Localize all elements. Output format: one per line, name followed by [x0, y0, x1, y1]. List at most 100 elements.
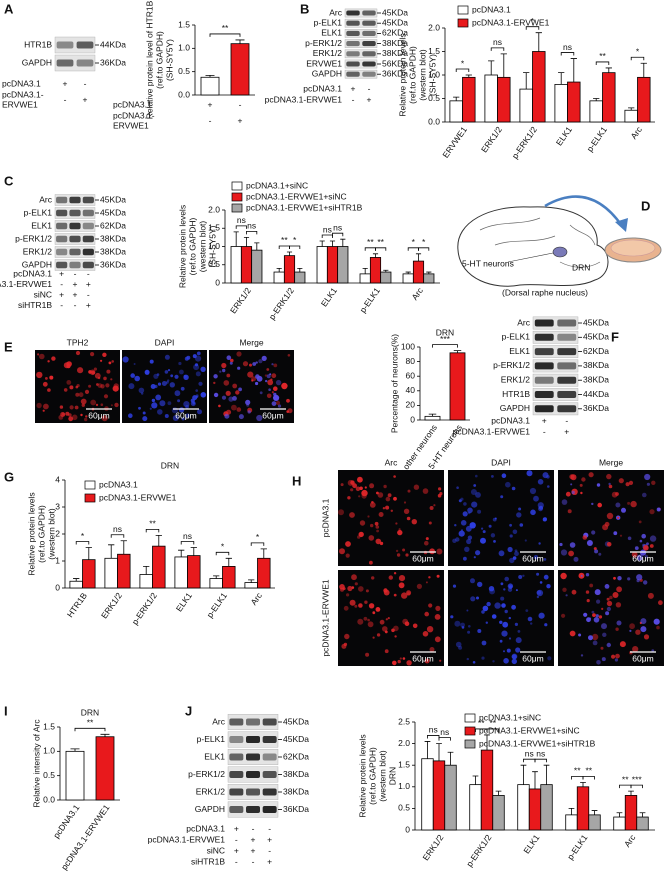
y-axis-label: (SH-SY5Y) — [164, 39, 174, 81]
blot-band — [56, 196, 68, 204]
legend-label: pcDNA3.1 — [99, 479, 138, 489]
significance-bracket — [595, 61, 610, 65]
band-name: ELK1 — [204, 751, 225, 761]
cell — [515, 637, 522, 644]
cell — [213, 381, 216, 385]
cell — [266, 374, 271, 379]
blot-band — [346, 41, 360, 47]
scale-label: 60μm — [175, 410, 196, 420]
legend-label: pcDNA3.1-ERVWE1+siNC — [246, 191, 347, 201]
blot-band — [362, 61, 376, 67]
cell — [452, 584, 457, 588]
cell — [69, 405, 74, 410]
column-title: DAPI — [491, 457, 511, 467]
cell — [138, 387, 145, 394]
band-name: HTR1B — [24, 39, 52, 49]
error-bar — [372, 253, 379, 258]
bar — [469, 784, 482, 831]
condition-label: pcDNA3.1-ERVWE1 — [453, 426, 531, 436]
cell — [96, 383, 99, 386]
cell — [95, 403, 99, 407]
y-tick-label: 100 — [401, 341, 415, 351]
blot-band — [346, 30, 360, 36]
band-size: 45KDa — [583, 332, 609, 342]
bar — [636, 816, 649, 831]
y-tick-label: 0.5 — [178, 66, 190, 76]
diagram-label: DRN — [572, 262, 590, 272]
error-bar — [260, 548, 267, 559]
scale-label: 60μm — [88, 410, 109, 420]
cell — [616, 620, 622, 626]
cell — [229, 361, 233, 365]
cell — [255, 361, 258, 364]
cell — [606, 597, 610, 601]
blot-band — [557, 348, 577, 356]
cell — [352, 483, 357, 489]
row-label: pcDNA3.1 — [320, 498, 330, 537]
cell — [59, 405, 64, 409]
significance-bracket — [250, 542, 265, 546]
cell — [460, 529, 464, 532]
y-tick-label: 0.0 — [178, 89, 190, 99]
condition-sign: - — [74, 300, 77, 310]
cell — [567, 509, 572, 514]
significance-label: ns — [247, 221, 256, 231]
panel-letter: F — [611, 329, 619, 344]
condition-sign: + — [267, 834, 272, 844]
error-bar — [100, 733, 110, 737]
error-bar — [495, 790, 502, 796]
cell — [639, 539, 643, 543]
y-tick-label: 0 — [405, 824, 410, 834]
cell — [475, 550, 481, 556]
cell — [619, 534, 623, 537]
band-name: GAPDH — [22, 259, 52, 269]
cell — [359, 520, 366, 526]
cell — [372, 636, 375, 639]
cell — [351, 574, 357, 581]
cell — [569, 542, 576, 548]
cell — [88, 384, 92, 388]
blot-band — [262, 718, 277, 726]
legend-swatch — [231, 192, 243, 202]
blot-band — [262, 771, 277, 778]
y-tick-label: 1.0 — [43, 746, 55, 756]
significance-bracket — [235, 225, 247, 229]
cell — [144, 369, 150, 375]
cell — [36, 371, 43, 379]
band-size: 36KDa — [100, 259, 126, 269]
cell — [565, 491, 571, 497]
cell — [51, 356, 56, 361]
y-axis-label: (SH-SY5Y) — [427, 54, 437, 96]
x-tick-label: Arc — [622, 832, 638, 849]
cell — [436, 574, 440, 578]
band-size: 45KDa — [382, 17, 408, 27]
cell — [628, 480, 634, 485]
blot-band — [56, 261, 68, 269]
cell — [370, 523, 374, 528]
significance-label: ns — [563, 42, 572, 52]
cell — [106, 369, 111, 374]
cell — [583, 612, 588, 617]
cell — [579, 483, 583, 487]
error-bar — [628, 790, 634, 796]
significance-label: * — [256, 532, 260, 542]
panel-letter: A — [4, 1, 14, 16]
cell — [80, 413, 83, 417]
cell — [74, 405, 79, 410]
cell — [255, 374, 260, 379]
cell — [378, 512, 384, 517]
cell — [477, 629, 482, 633]
cell — [397, 529, 403, 536]
significance-bracket — [582, 776, 595, 780]
significance-bracket — [364, 247, 376, 251]
error-bar — [428, 413, 437, 417]
cell — [529, 487, 537, 495]
cell — [424, 658, 430, 664]
y-tick-label: 0 — [55, 582, 60, 592]
band-name: ERK1/2 — [23, 246, 53, 256]
bar — [139, 574, 153, 589]
bar — [421, 758, 434, 831]
cell — [416, 583, 422, 590]
cell — [376, 529, 379, 533]
cell — [281, 382, 288, 390]
